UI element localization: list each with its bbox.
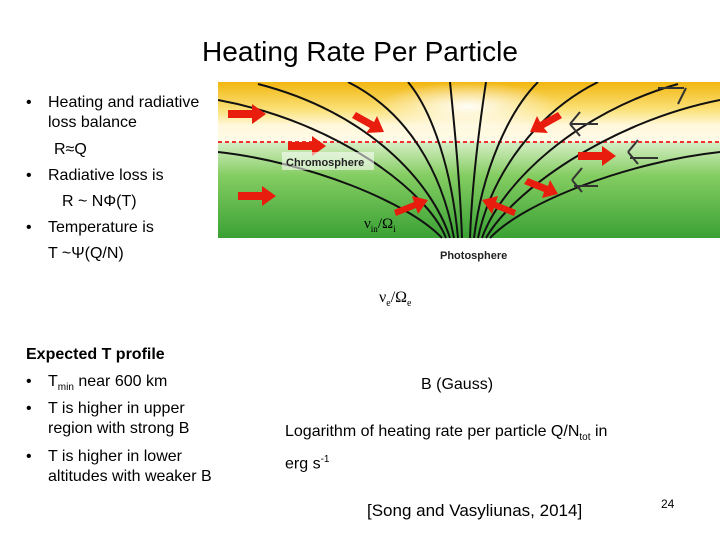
- red-arrow: [394, 196, 428, 216]
- bullet-dot: •: [26, 448, 32, 465]
- bullet-radiative-loss: • Radiative loss is: [26, 166, 164, 186]
- citation: [Song and Vasyliunas, 2014]: [367, 501, 583, 520]
- figure-caption: Logarithm of heating rate per particle Q…: [285, 423, 608, 473]
- magnetic-field-diagram: Chromosphere Photosphere νin/Ωi: [218, 82, 720, 270]
- flow-arrows: [228, 104, 616, 216]
- expected-profile-heading: Expected T profile: [26, 346, 165, 363]
- bullet-higher-upper: • T is higher in upper region with stron…: [26, 400, 190, 437]
- red-arrow: [524, 178, 558, 198]
- bullet-text: Radiative loss is: [48, 167, 164, 184]
- chromosphere-label-bg: [282, 152, 374, 170]
- b-gauss-label: B (Gauss): [421, 376, 494, 393]
- bullet-tmin: • Tmin near 600 km: [26, 373, 168, 394]
- page-number: 24: [661, 497, 675, 511]
- nu-e-omega-e-label: νe/Ωe: [379, 289, 412, 310]
- photosphere-label: Photosphere: [440, 250, 507, 262]
- red-arrow: [482, 196, 516, 216]
- photosphere-band: [218, 238, 720, 270]
- red-arrow: [228, 104, 266, 124]
- equation-temperature: T ~Ψ(Q/N): [48, 245, 124, 262]
- bullet-higher-lower: • T is higher in lower altitudes with we…: [26, 448, 212, 485]
- bullet-dot: •: [26, 219, 32, 236]
- right-arrow-glyphs: [569, 87, 687, 193]
- bullet-heating-balance: • Heating and radiative loss balance: [26, 93, 200, 133]
- bullet-dot: •: [26, 94, 32, 111]
- bullet-text: loss balance: [48, 114, 137, 131]
- red-arrow: [352, 112, 384, 133]
- nu-in-omega-i-label: νin/Ωi: [364, 216, 396, 234]
- bullet-dot: •: [26, 400, 32, 417]
- equation-r-approx-q: R≈Q: [54, 141, 87, 158]
- red-arrow: [238, 186, 276, 206]
- equation-radiative-loss: R ~ NΦ(T): [62, 193, 137, 210]
- red-arrow: [530, 112, 562, 133]
- bullet-text: Temperature is: [48, 219, 154, 236]
- bullet-dot: •: [26, 167, 32, 184]
- bullet-temperature: • Temperature is: [26, 218, 154, 238]
- bullet-dot: •: [26, 373, 32, 390]
- red-arrow: [578, 146, 616, 166]
- red-arrow: [288, 136, 326, 156]
- slide-title: Heating Rate Per Particle: [202, 36, 518, 67]
- bullet-text: Heating and radiative: [48, 94, 200, 111]
- chromosphere-label: Chromosphere: [286, 157, 364, 169]
